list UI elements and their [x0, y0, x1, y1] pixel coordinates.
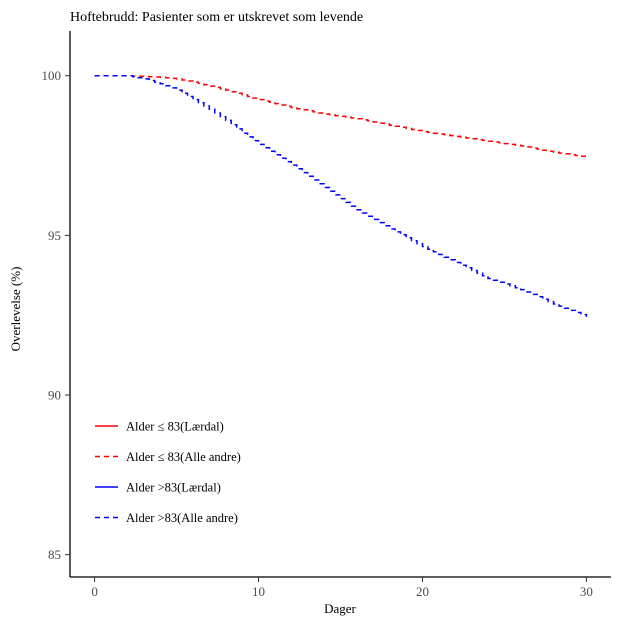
x-tick-label: 20 — [416, 584, 429, 599]
legend-label-1: Alder ≤ 83(Alle andre) — [126, 450, 241, 464]
legend-label-3: Alder >83(Alle andre) — [126, 511, 238, 525]
x-tick-label: 0 — [91, 584, 98, 599]
legend: Alder ≤ 83(Lærdal) Alder ≤ 83(Alle andre)… — [95, 420, 241, 525]
x-tick-label: 10 — [252, 584, 265, 599]
x-axis-label: Dager — [324, 601, 356, 616]
legend-label-2: Alder >83(Lærdal) — [126, 481, 221, 495]
x-axis-ticks: 0 10 20 30 — [91, 577, 593, 599]
y-tick-label: 100 — [42, 68, 62, 83]
y-tick-label: 85 — [48, 547, 61, 562]
series-line-3 — [94, 74, 588, 317]
plot-area — [94, 74, 588, 317]
x-tick-label: 30 — [580, 584, 593, 599]
y-tick-label: 95 — [48, 228, 61, 243]
legend-label-0: Alder ≤ 83(Lærdal) — [126, 420, 224, 434]
y-tick-label: 90 — [48, 388, 61, 403]
series-line-1 — [94, 74, 588, 158]
y-axis-label: Overlevelse (%) — [8, 267, 23, 352]
y-axis-ticks: 85 90 95 100 — [42, 68, 70, 562]
chart-title: Hoftebrudd: Pasienter som er utskrevet s… — [70, 10, 363, 25]
